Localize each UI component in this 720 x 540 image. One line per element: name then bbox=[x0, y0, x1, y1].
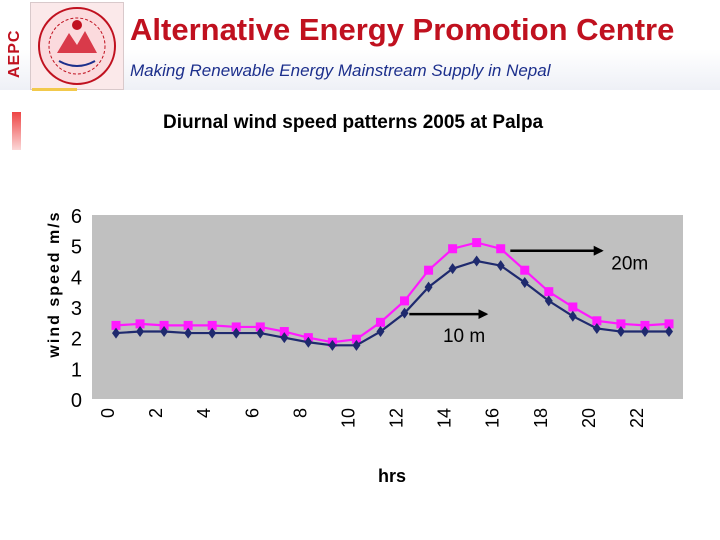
data-point-20m bbox=[111, 320, 121, 330]
data-point-10m bbox=[520, 276, 529, 288]
data-point-20m bbox=[400, 296, 410, 306]
data-point-20m bbox=[592, 316, 602, 326]
data-point-10m bbox=[256, 327, 265, 339]
data-point-20m bbox=[520, 265, 530, 275]
data-point-10m bbox=[568, 310, 577, 322]
data-point-20m bbox=[448, 244, 458, 254]
x-tick-label: 16 bbox=[483, 408, 503, 428]
x-tick-label: 0 bbox=[98, 408, 118, 418]
x-tick-label: 4 bbox=[194, 408, 214, 418]
data-point-20m bbox=[664, 319, 674, 329]
data-point-20m bbox=[159, 320, 169, 330]
data-point-10m bbox=[112, 327, 120, 339]
data-point-20m bbox=[472, 238, 482, 248]
data-point-10m bbox=[376, 326, 385, 338]
data-point-10m bbox=[280, 332, 289, 344]
data-point-10m bbox=[208, 327, 217, 339]
y-axis-label: wind speed m/s bbox=[46, 210, 63, 358]
data-point-10m bbox=[232, 327, 241, 339]
data-point-10m bbox=[544, 295, 553, 307]
x-axis-label: hrs bbox=[378, 466, 406, 486]
data-point-20m bbox=[424, 265, 434, 275]
y-tick-label: 3 bbox=[71, 298, 82, 320]
x-tick-label: 6 bbox=[242, 408, 262, 418]
chart-title: Diurnal wind speed patterns 2005 at Palp… bbox=[163, 112, 544, 133]
y-tick-label: 6 bbox=[71, 206, 82, 228]
x-tick-label: 18 bbox=[531, 408, 551, 428]
y-tick-label: 5 bbox=[71, 237, 82, 259]
page-subtitle: Making Renewable Energy Mainstream Suppl… bbox=[130, 61, 551, 80]
data-point-20m bbox=[351, 334, 361, 344]
data-point-20m bbox=[375, 317, 385, 327]
data-point-20m bbox=[183, 320, 193, 330]
data-point-20m bbox=[231, 322, 241, 332]
data-point-20m bbox=[640, 320, 650, 330]
data-point-20m bbox=[135, 319, 145, 329]
page-title: Alternative Energy Promotion Centre bbox=[130, 12, 675, 47]
y-tick-label: 4 bbox=[71, 267, 82, 289]
y-tick-label: 1 bbox=[71, 359, 82, 381]
x-tick-label: 10 bbox=[338, 408, 358, 428]
x-tick-label: 22 bbox=[627, 408, 647, 428]
data-point-10m bbox=[184, 327, 193, 339]
x-tick-label: 20 bbox=[579, 408, 599, 428]
data-point-10m bbox=[448, 263, 457, 275]
x-tick-label: 2 bbox=[146, 408, 166, 418]
data-point-20m bbox=[207, 320, 217, 330]
data-point-10m bbox=[352, 339, 361, 351]
data-point-10m bbox=[400, 307, 409, 319]
data-point-10m bbox=[592, 322, 601, 334]
x-tick-label: 12 bbox=[387, 408, 407, 428]
y-tick-label: 0 bbox=[71, 390, 82, 412]
data-point-20m bbox=[544, 287, 554, 297]
data-point-20m bbox=[616, 319, 626, 329]
plot-area bbox=[92, 215, 683, 399]
data-point-10m bbox=[304, 336, 313, 348]
y-tick-label: 2 bbox=[71, 329, 82, 351]
accent-bar bbox=[12, 112, 21, 150]
data-point-20m bbox=[255, 322, 265, 332]
emblem-logo bbox=[30, 2, 124, 90]
data-point-10m bbox=[472, 255, 481, 267]
annotation-label-10m: 10 m bbox=[443, 326, 485, 347]
data-point-10m bbox=[424, 281, 433, 293]
accent-line bbox=[32, 88, 77, 91]
data-point-20m bbox=[279, 327, 289, 337]
data-point-10m bbox=[665, 326, 673, 338]
data-point-10m bbox=[160, 326, 169, 338]
data-point-10m bbox=[640, 326, 649, 338]
x-tick-label: 14 bbox=[435, 408, 455, 428]
data-point-10m bbox=[496, 260, 505, 272]
annotation-label-20m: 20m bbox=[611, 254, 648, 275]
x-tick-label: 8 bbox=[290, 408, 310, 418]
data-point-10m bbox=[136, 326, 145, 338]
series-line-10m bbox=[115, 259, 669, 347]
data-point-20m bbox=[496, 244, 506, 254]
data-point-10m bbox=[616, 326, 625, 338]
data-point-20m bbox=[568, 302, 578, 312]
data-point-10m bbox=[328, 339, 337, 351]
